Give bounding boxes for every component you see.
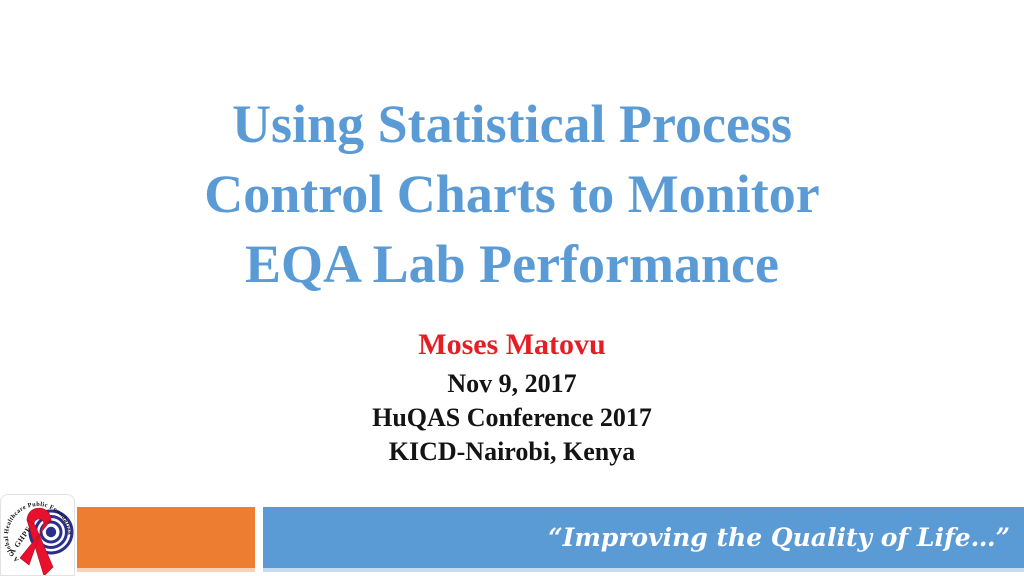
slide-title-line-3: EQA Lab Performance bbox=[245, 234, 779, 294]
date-text: Nov 9, 2017 bbox=[447, 369, 577, 398]
location-text: KICD-Nairobi, Kenya bbox=[388, 437, 636, 466]
footer-tagline: “Improving the Quality of Life…” bbox=[548, 523, 1010, 552]
conference-text: HuQAS Conference 2017 bbox=[372, 403, 652, 432]
footer-bar: “Improving the Quality of Life…” bbox=[263, 507, 1024, 568]
accent-bar-orange bbox=[77, 507, 255, 568]
slide-title: Using Statistical Process Control Charts… bbox=[60, 89, 964, 299]
presenter-name: Moses Matovu bbox=[418, 328, 606, 361]
subtitle-details: Nov 9, 2017 HuQAS Conference 2017 KICD-N… bbox=[0, 367, 1024, 469]
logo-arcs-icon bbox=[28, 509, 74, 555]
ghpf-logo: A GHPF A Global Healthcare Public Founda… bbox=[0, 494, 75, 576]
slide-title-line-1: Using Statistical Process bbox=[232, 94, 792, 154]
aids-ribbon-icon bbox=[19, 507, 54, 575]
logo-arcs-center bbox=[45, 526, 57, 538]
ghpf-logo-graphic: A GHPF A Global Healthcare Public Founda… bbox=[3, 501, 74, 575]
slide-title-line-2: Control Charts to Monitor bbox=[204, 164, 820, 224]
